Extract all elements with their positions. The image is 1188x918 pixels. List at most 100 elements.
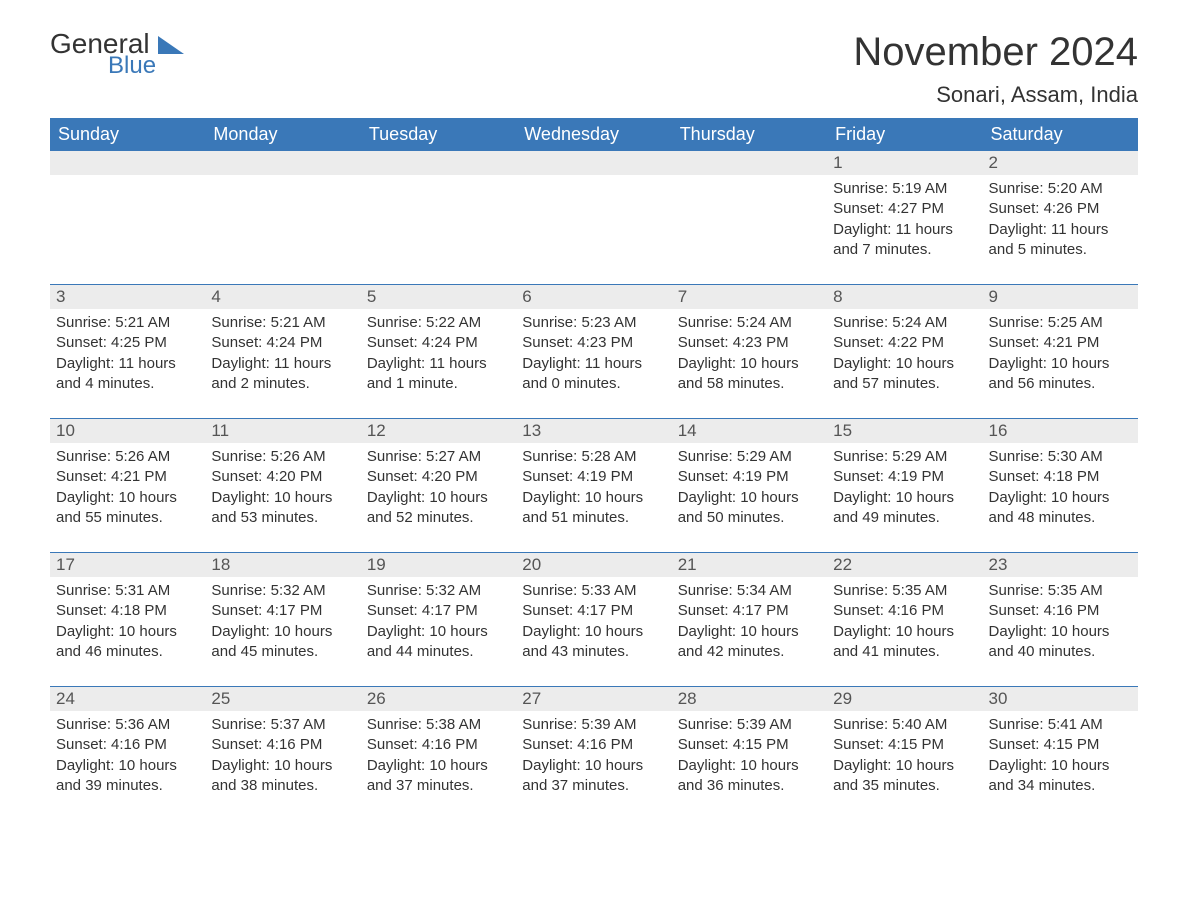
daylight-text: Daylight: 10 hours and 51 minutes. (522, 488, 665, 529)
dow-friday: Friday (827, 118, 982, 151)
sunrise-text: Sunrise: 5:22 AM (367, 313, 510, 333)
day-cell-empty (516, 175, 671, 285)
daylight-text: Daylight: 10 hours and 40 minutes. (989, 622, 1132, 663)
day-cell-empty (205, 175, 360, 285)
sunset-text: Sunset: 4:23 PM (522, 333, 665, 353)
sunrise-text: Sunrise: 5:38 AM (367, 715, 510, 735)
day-info: Sunrise: 5:24 AMSunset: 4:22 PMDaylight:… (833, 309, 976, 394)
day-number: 13 (516, 419, 671, 443)
day-cell: Sunrise: 5:39 AMSunset: 4:15 PMDaylight:… (672, 711, 827, 820)
day-info: Sunrise: 5:26 AMSunset: 4:20 PMDaylight:… (211, 443, 354, 528)
week-row: Sunrise: 5:21 AMSunset: 4:25 PMDaylight:… (50, 309, 1138, 419)
sunrise-text: Sunrise: 5:31 AM (56, 581, 199, 601)
day-number: 4 (205, 285, 360, 309)
logo-sail-icon (158, 36, 184, 54)
logo: General Blue (50, 30, 184, 78)
day-number: 16 (983, 419, 1138, 443)
sunrise-text: Sunrise: 5:19 AM (833, 179, 976, 199)
day-number: 10 (50, 419, 205, 443)
sunrise-text: Sunrise: 5:28 AM (522, 447, 665, 467)
week-row: Sunrise: 5:31 AMSunset: 4:18 PMDaylight:… (50, 577, 1138, 687)
sunset-text: Sunset: 4:16 PM (56, 735, 199, 755)
daylight-text: Daylight: 11 hours and 0 minutes. (522, 354, 665, 395)
sunset-text: Sunset: 4:23 PM (678, 333, 821, 353)
sunset-text: Sunset: 4:25 PM (56, 333, 199, 353)
sunset-text: Sunset: 4:15 PM (678, 735, 821, 755)
day-info: Sunrise: 5:30 AMSunset: 4:18 PMDaylight:… (989, 443, 1132, 528)
sunrise-text: Sunrise: 5:33 AM (522, 581, 665, 601)
day-of-week-row: Sunday Monday Tuesday Wednesday Thursday… (50, 118, 1138, 151)
daylight-text: Daylight: 10 hours and 46 minutes. (56, 622, 199, 663)
dow-sunday: Sunday (50, 118, 205, 151)
day-cell: Sunrise: 5:27 AMSunset: 4:20 PMDaylight:… (361, 443, 516, 553)
daylight-text: Daylight: 10 hours and 41 minutes. (833, 622, 976, 663)
day-info: Sunrise: 5:33 AMSunset: 4:17 PMDaylight:… (522, 577, 665, 662)
day-info: Sunrise: 5:21 AMSunset: 4:25 PMDaylight:… (56, 309, 199, 394)
sunrise-text: Sunrise: 5:34 AM (678, 581, 821, 601)
sunrise-text: Sunrise: 5:29 AM (678, 447, 821, 467)
day-cell: Sunrise: 5:36 AMSunset: 4:16 PMDaylight:… (50, 711, 205, 820)
sunset-text: Sunset: 4:20 PM (211, 467, 354, 487)
day-info: Sunrise: 5:35 AMSunset: 4:16 PMDaylight:… (989, 577, 1132, 662)
daylight-text: Daylight: 11 hours and 1 minute. (367, 354, 510, 395)
day-number: 21 (672, 553, 827, 577)
day-info: Sunrise: 5:32 AMSunset: 4:17 PMDaylight:… (211, 577, 354, 662)
sunrise-text: Sunrise: 5:39 AM (522, 715, 665, 735)
day-cell: Sunrise: 5:28 AMSunset: 4:19 PMDaylight:… (516, 443, 671, 553)
day-cell: Sunrise: 5:19 AMSunset: 4:27 PMDaylight:… (827, 175, 982, 285)
daylight-text: Daylight: 10 hours and 39 minutes. (56, 756, 199, 797)
dow-saturday: Saturday (983, 118, 1138, 151)
page-title: November 2024 (853, 30, 1138, 75)
day-cell: Sunrise: 5:23 AMSunset: 4:23 PMDaylight:… (516, 309, 671, 419)
sunset-text: Sunset: 4:16 PM (833, 601, 976, 621)
day-number: 19 (361, 553, 516, 577)
daylight-text: Daylight: 10 hours and 49 minutes. (833, 488, 976, 529)
day-info: Sunrise: 5:27 AMSunset: 4:20 PMDaylight:… (367, 443, 510, 528)
sunset-text: Sunset: 4:19 PM (522, 467, 665, 487)
sunrise-text: Sunrise: 5:27 AM (367, 447, 510, 467)
dow-monday: Monday (205, 118, 360, 151)
daylight-text: Daylight: 10 hours and 43 minutes. (522, 622, 665, 663)
day-number: 27 (516, 687, 671, 711)
day-info: Sunrise: 5:41 AMSunset: 4:15 PMDaylight:… (989, 711, 1132, 796)
sunrise-text: Sunrise: 5:26 AM (56, 447, 199, 467)
day-info: Sunrise: 5:29 AMSunset: 4:19 PMDaylight:… (833, 443, 976, 528)
sunrise-text: Sunrise: 5:35 AM (989, 581, 1132, 601)
sunrise-text: Sunrise: 5:24 AM (678, 313, 821, 333)
day-cell-empty (672, 175, 827, 285)
sunset-text: Sunset: 4:17 PM (678, 601, 821, 621)
daylight-text: Daylight: 10 hours and 37 minutes. (367, 756, 510, 797)
day-info: Sunrise: 5:38 AMSunset: 4:16 PMDaylight:… (367, 711, 510, 796)
daylight-text: Daylight: 11 hours and 2 minutes. (211, 354, 354, 395)
daylight-text: Daylight: 11 hours and 4 minutes. (56, 354, 199, 395)
day-number: 25 (205, 687, 360, 711)
day-cell: Sunrise: 5:31 AMSunset: 4:18 PMDaylight:… (50, 577, 205, 687)
day-info: Sunrise: 5:35 AMSunset: 4:16 PMDaylight:… (833, 577, 976, 662)
sunset-text: Sunset: 4:16 PM (211, 735, 354, 755)
day-number: 11 (205, 419, 360, 443)
day-info: Sunrise: 5:25 AMSunset: 4:21 PMDaylight:… (989, 309, 1132, 394)
week-row: Sunrise: 5:26 AMSunset: 4:21 PMDaylight:… (50, 443, 1138, 553)
day-cell: Sunrise: 5:38 AMSunset: 4:16 PMDaylight:… (361, 711, 516, 820)
day-info: Sunrise: 5:24 AMSunset: 4:23 PMDaylight:… (678, 309, 821, 394)
day-number: 26 (361, 687, 516, 711)
day-cell: Sunrise: 5:29 AMSunset: 4:19 PMDaylight:… (672, 443, 827, 553)
day-info: Sunrise: 5:28 AMSunset: 4:19 PMDaylight:… (522, 443, 665, 528)
day-cell: Sunrise: 5:32 AMSunset: 4:17 PMDaylight:… (361, 577, 516, 687)
day-info: Sunrise: 5:31 AMSunset: 4:18 PMDaylight:… (56, 577, 199, 662)
day-info: Sunrise: 5:20 AMSunset: 4:26 PMDaylight:… (989, 175, 1132, 260)
dow-thursday: Thursday (672, 118, 827, 151)
daylight-text: Daylight: 10 hours and 42 minutes. (678, 622, 821, 663)
header: General Blue November 2024 (50, 30, 1138, 78)
daylight-text: Daylight: 10 hours and 44 minutes. (367, 622, 510, 663)
day-cell: Sunrise: 5:35 AMSunset: 4:16 PMDaylight:… (983, 577, 1138, 687)
day-cell: Sunrise: 5:30 AMSunset: 4:18 PMDaylight:… (983, 443, 1138, 553)
sunset-text: Sunset: 4:16 PM (989, 601, 1132, 621)
day-number: 5 (361, 285, 516, 309)
day-number: 12 (361, 419, 516, 443)
day-cell: Sunrise: 5:21 AMSunset: 4:25 PMDaylight:… (50, 309, 205, 419)
sunrise-text: Sunrise: 5:25 AM (989, 313, 1132, 333)
day-number-empty (361, 151, 516, 175)
sunset-text: Sunset: 4:26 PM (989, 199, 1132, 219)
day-number: 24 (50, 687, 205, 711)
